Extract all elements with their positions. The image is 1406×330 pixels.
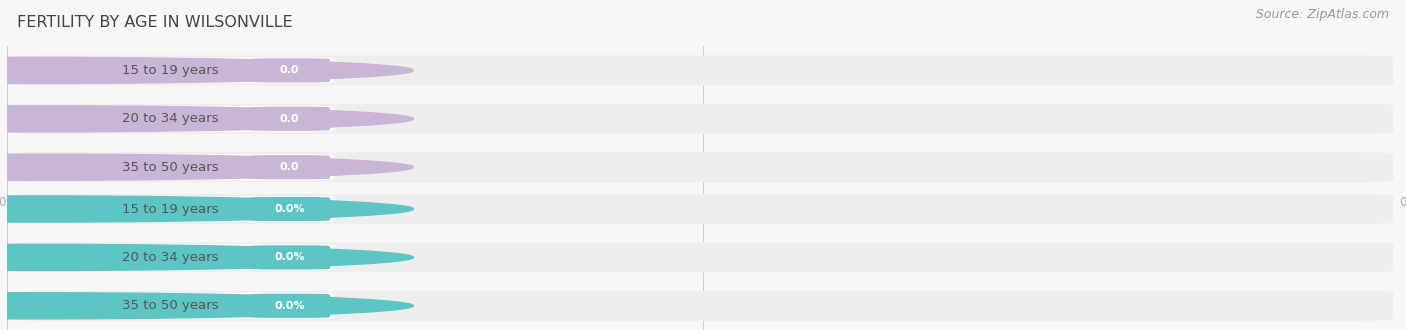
Text: 15 to 19 years: 15 to 19 years [121,64,218,77]
FancyBboxPatch shape [249,155,330,179]
Text: 35 to 50 years: 35 to 50 years [121,299,218,312]
FancyBboxPatch shape [10,55,1393,85]
FancyBboxPatch shape [10,104,1393,134]
Circle shape [0,154,413,180]
Text: 15 to 19 years: 15 to 19 years [121,203,218,215]
FancyBboxPatch shape [13,57,335,83]
Text: 0.0%: 0.0% [274,252,305,262]
FancyBboxPatch shape [13,154,335,180]
Circle shape [0,57,413,83]
Text: Source: ZipAtlas.com: Source: ZipAtlas.com [1256,8,1389,21]
Text: 35 to 50 years: 35 to 50 years [121,161,218,174]
Text: FERTILITY BY AGE IN WILSONVILLE: FERTILITY BY AGE IN WILSONVILLE [17,15,292,30]
Text: 20 to 34 years: 20 to 34 years [122,251,218,264]
FancyBboxPatch shape [10,152,1393,182]
FancyBboxPatch shape [10,243,1393,272]
Circle shape [0,244,413,271]
Text: 0.0: 0.0 [280,65,299,75]
FancyBboxPatch shape [249,58,330,82]
FancyBboxPatch shape [249,245,330,270]
Circle shape [0,196,413,222]
FancyBboxPatch shape [249,294,330,318]
FancyBboxPatch shape [13,106,335,132]
Text: 0.0: 0.0 [280,114,299,124]
Text: 0.0%: 0.0% [274,301,305,311]
FancyBboxPatch shape [10,291,1393,321]
FancyBboxPatch shape [249,197,330,221]
FancyBboxPatch shape [13,196,335,222]
Text: 20 to 34 years: 20 to 34 years [122,112,218,125]
Text: 0.0: 0.0 [280,162,299,172]
FancyBboxPatch shape [249,107,330,131]
Circle shape [0,293,413,319]
FancyBboxPatch shape [10,194,1393,224]
FancyBboxPatch shape [13,244,335,271]
Text: 0.0%: 0.0% [274,204,305,214]
Circle shape [0,106,413,132]
FancyBboxPatch shape [13,293,335,319]
